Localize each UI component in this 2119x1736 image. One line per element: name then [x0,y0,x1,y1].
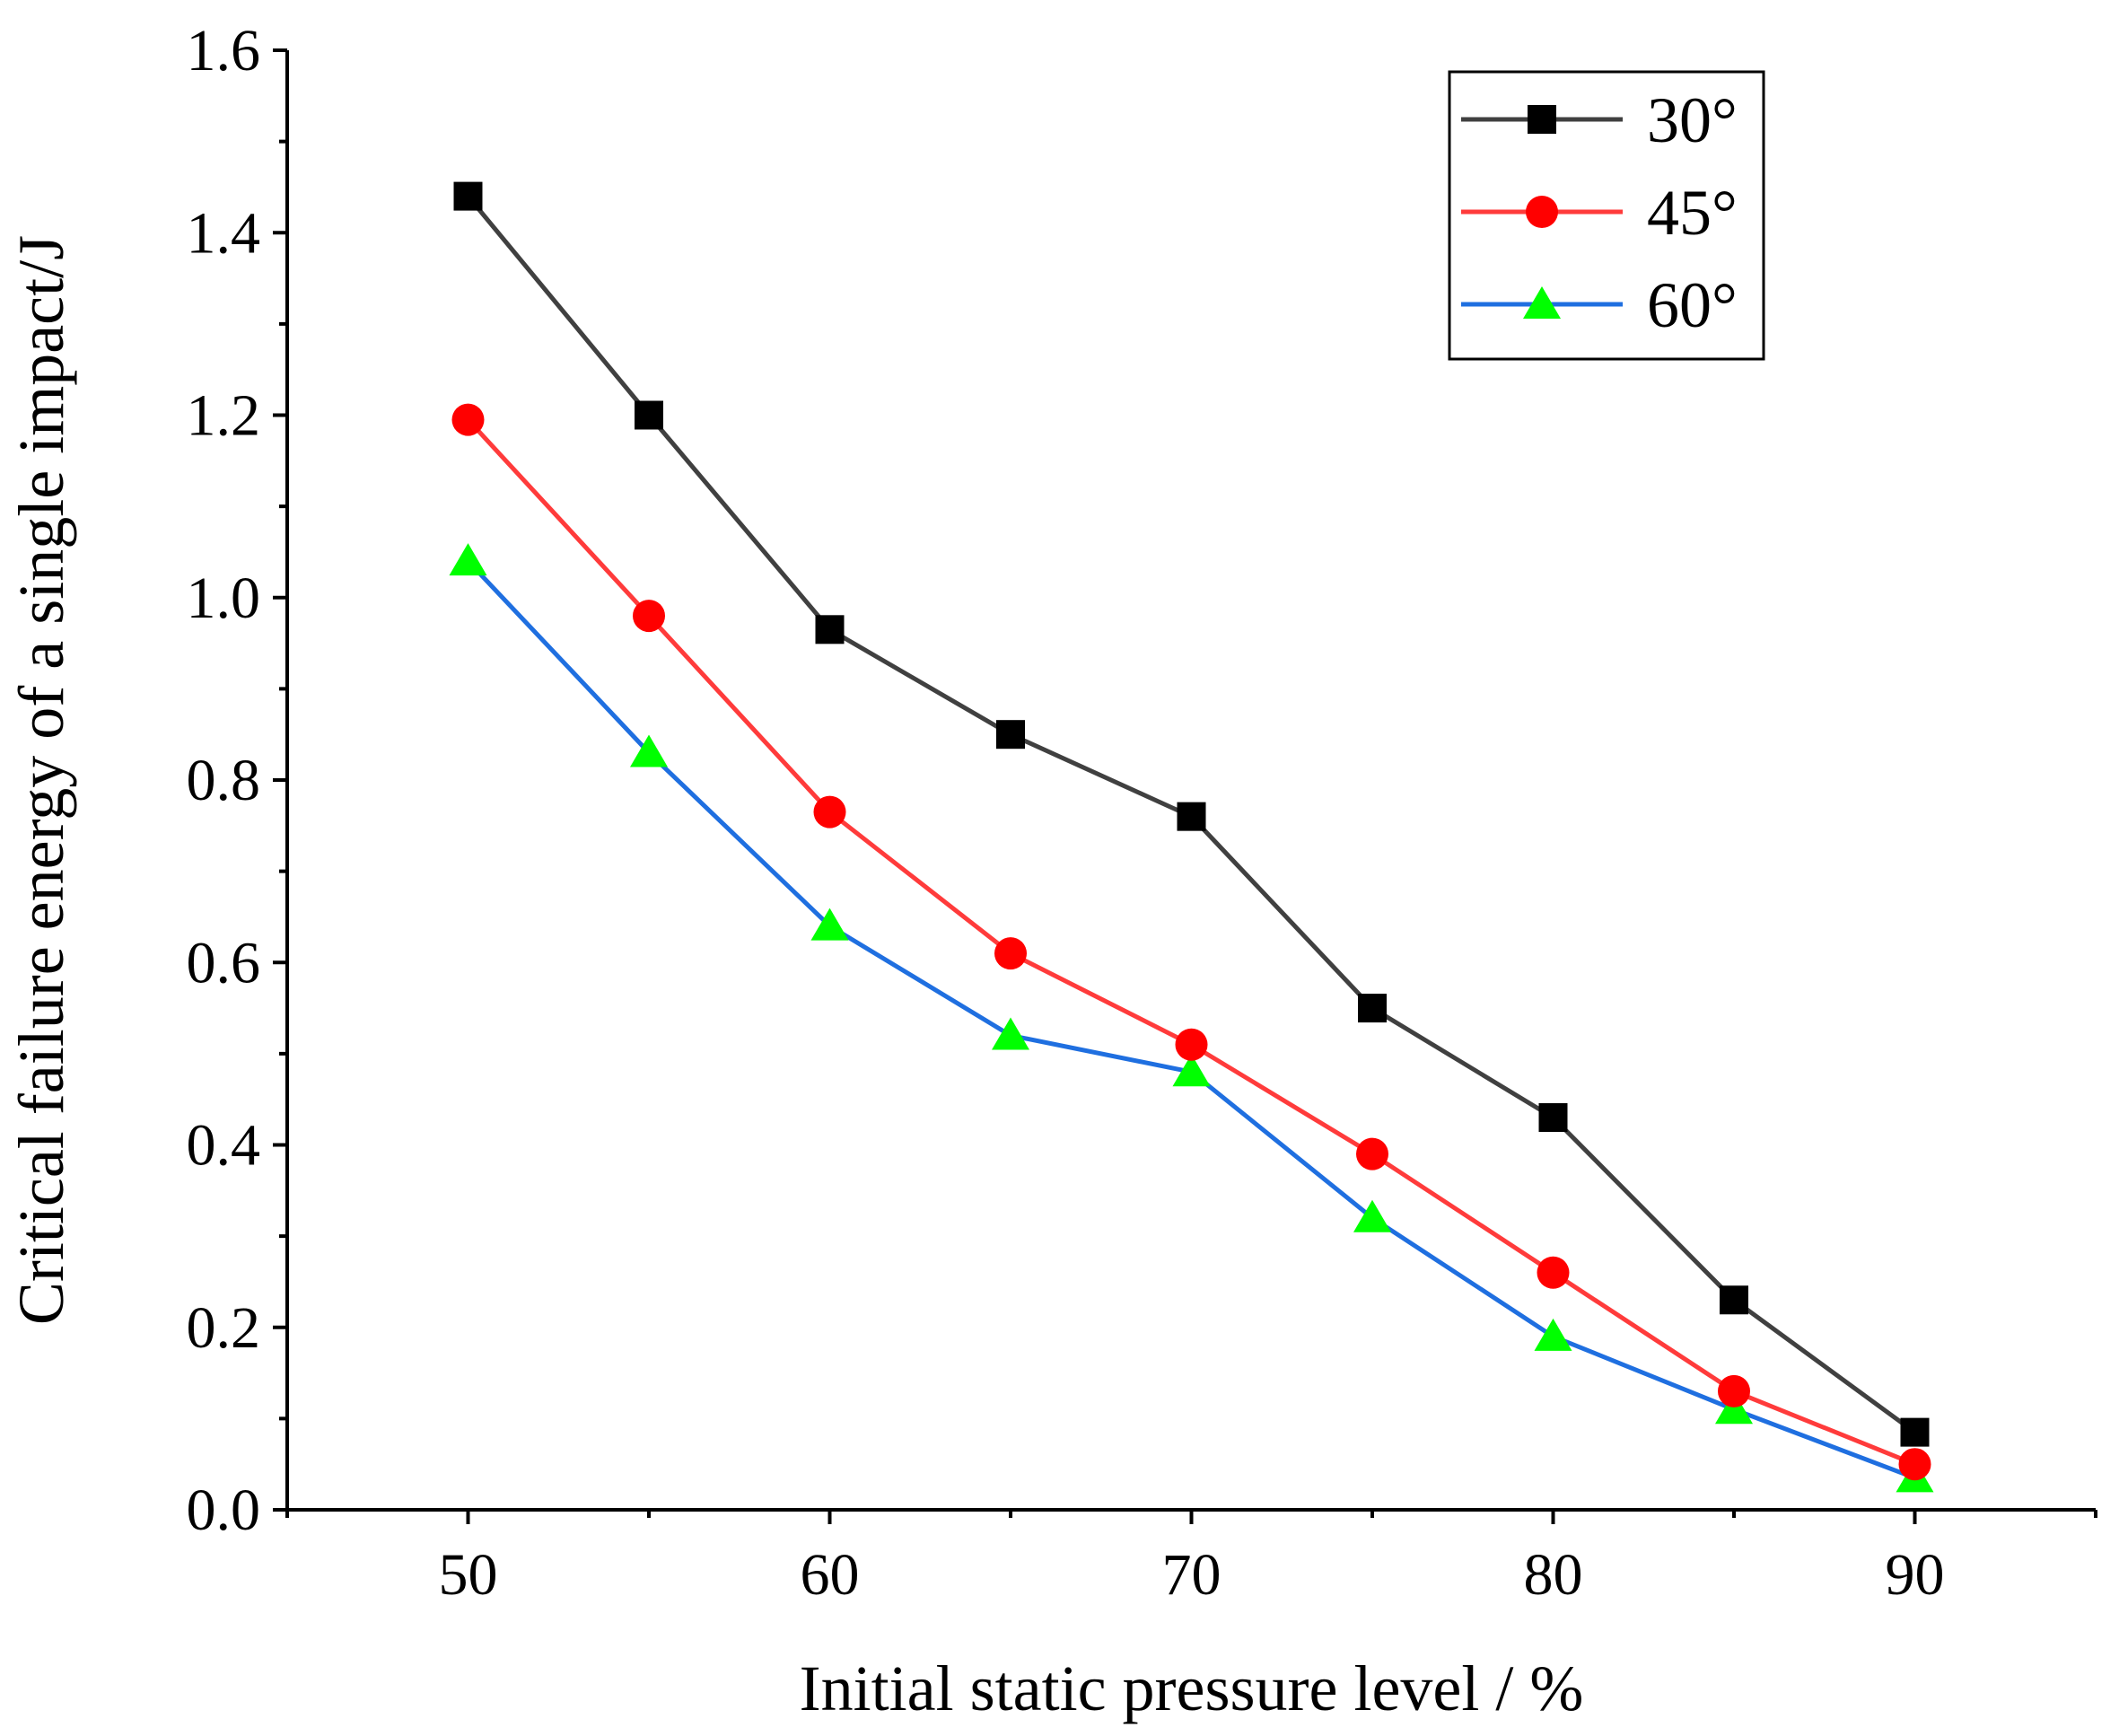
legend-marker [1528,105,1556,134]
data-point [815,615,845,644]
data-point [1175,1028,1208,1061]
y-tick-label: 0.0 [187,1477,261,1543]
x-axis-title: Initial static pressure level / % [800,1653,1584,1724]
data-point [1718,1374,1750,1407]
legend: 30° 45° 60° [1448,70,1765,361]
x-tick-label: 90 [1886,1542,1945,1608]
x-tick-label: 50 [439,1542,498,1608]
data-point [992,1017,1029,1050]
series-line [466,417,1916,1467]
legend-marker [1523,286,1561,319]
data-point [633,600,665,633]
legend-label: 60° [1647,269,1738,341]
x-tick-label: 60 [801,1542,860,1608]
data-point [451,403,485,436]
data-point [635,400,663,430]
data-point [1898,1448,1931,1481]
series-line [466,559,1916,1480]
data-point [449,543,487,576]
data-point [994,937,1027,970]
data-point [1900,1417,1930,1447]
data-point [1715,1391,1753,1425]
y-tick-label: 1.0 [187,566,261,631]
data-point [1358,994,1387,1023]
data-point [1538,1103,1568,1133]
legend-label: 45° [1647,177,1738,249]
data-point [453,181,483,211]
y-axis-title: Critical failure energy of a single impa… [5,235,77,1325]
x-tick-label: 70 [1162,1542,1221,1608]
data-point [1537,1256,1570,1289]
y-tick-label: 0.8 [187,748,261,813]
data-point [996,720,1025,750]
data-point [1720,1285,1748,1315]
data-point [813,795,846,829]
data-point [630,734,668,767]
x-tick-label: 80 [1524,1542,1583,1608]
data-point [1356,1137,1388,1170]
y-tick-label: 0.4 [187,1113,261,1179]
axes: 0.0 0.2 0.4 0.6 0.8 1.0 1.2 1.4 1.6 50 60 70 80 90 [187,18,2097,1608]
y-tick-label: 0.2 [187,1295,261,1361]
data-point [1172,1054,1211,1087]
y-tick-label: 1.2 [187,383,261,449]
y-tick-label: 0.6 [187,930,261,995]
legend-label: 30° [1647,84,1738,156]
data-point [1353,1199,1391,1232]
data-point [810,907,849,941]
y-tick-label: 1.6 [187,18,261,83]
legend-marker [1526,196,1558,228]
plot-area [449,181,1934,1493]
data-point [1177,802,1206,831]
data-point [1534,1318,1572,1351]
y-tick-label: 1.4 [187,200,261,266]
